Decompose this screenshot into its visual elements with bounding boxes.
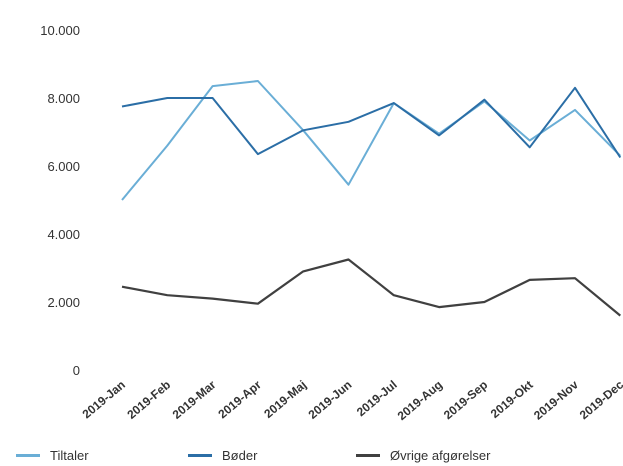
x-tick-label: 2019-Maj (261, 378, 309, 421)
y-tick-label: 8.000 (47, 91, 80, 106)
series-lines (121, 80, 622, 317)
x-tick-label: 2019-Jul (354, 378, 400, 420)
legend-swatch-tiltaler (16, 454, 40, 457)
legend-item-tiltaler: Tiltaler (16, 448, 89, 463)
y-tick-label: 6.000 (47, 159, 80, 174)
x-tick-label: 2019-Sep (441, 378, 490, 423)
legend-swatch-boder (188, 454, 212, 457)
legend-swatch-ovrige-afgorelser (356, 454, 380, 457)
y-tick-label: 0 (73, 363, 80, 378)
legend-item-boder: Bøder (188, 448, 257, 463)
legend-item-ovrige-afgorelser: Øvrige afgørelser (356, 448, 490, 463)
x-tick-label: 2019-Apr (215, 377, 264, 421)
x-tick-label: 2019-Dec (577, 377, 623, 422)
x-tick-label: 2019-Mar (170, 377, 219, 421)
legend: Tiltaler Bøder Øvrige afgørelser (0, 444, 623, 466)
y-axis-ticks: 0 2.000 4.000 6.000 8.000 10.000 (40, 23, 80, 378)
series-line-1 (121, 80, 622, 201)
x-tick-label: 2019-Feb (124, 378, 173, 422)
x-tick-label: 2019-Jun (306, 378, 355, 422)
x-tick-label: 2019-Okt (488, 378, 536, 421)
series-line-2 (121, 86, 622, 159)
legend-label-tiltaler: Tiltaler (50, 448, 89, 463)
x-tick-label: 2019-Jan (80, 378, 128, 422)
legend-label-boder: Bøder (222, 448, 258, 463)
y-tick-label: 2.000 (47, 295, 80, 310)
y-tick-label: 4.000 (47, 227, 80, 242)
x-tick-label: 2019-Nov (531, 377, 581, 422)
series-line-3 (121, 258, 622, 317)
legend-label-ovrige-afgorelser: Øvrige afgørelser (390, 448, 491, 463)
x-tick-label: 2019-Aug (395, 378, 445, 423)
x-axis-ticks: 2019-Jan2019-Feb2019-Mar2019-Apr2019-Maj… (80, 377, 623, 423)
y-tick-label: 10.000 (40, 23, 80, 38)
